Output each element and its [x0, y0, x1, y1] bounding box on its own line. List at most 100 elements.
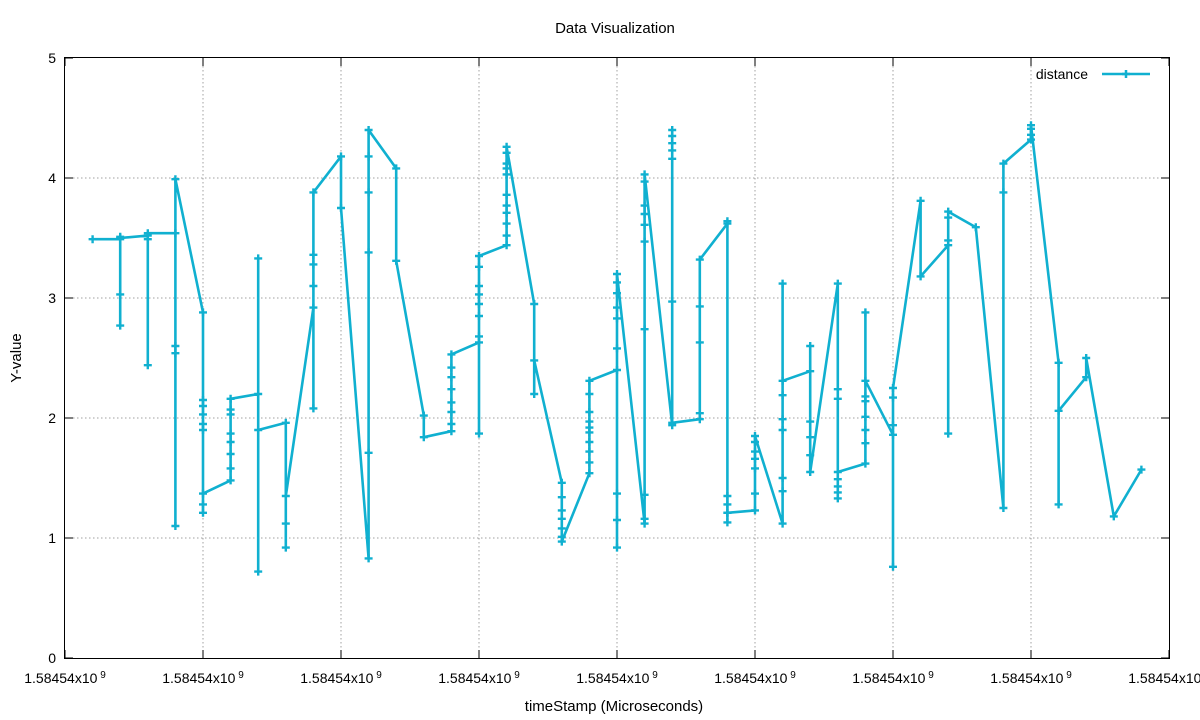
x-tick-label: 1.58454x10 9	[438, 670, 520, 686]
data-point	[640, 201, 649, 210]
y-tick-label: 3	[48, 290, 56, 306]
data-point	[861, 459, 870, 468]
data-point	[1054, 500, 1063, 509]
data-point	[833, 279, 842, 288]
legend-label-distance: distance	[1036, 66, 1088, 82]
data-point	[585, 458, 594, 467]
data-point	[613, 516, 621, 524]
data-point	[281, 519, 290, 528]
data-point	[585, 408, 594, 416]
data-point	[447, 420, 456, 428]
data-point	[502, 231, 511, 240]
data-point	[226, 405, 235, 414]
data-point	[778, 474, 787, 482]
data-point	[695, 409, 704, 418]
data-point	[199, 410, 207, 419]
data-point	[557, 524, 566, 533]
data-point	[833, 468, 842, 476]
x-tick-label: 1.58454x10 9	[1128, 670, 1200, 686]
data-point	[889, 384, 897, 392]
data-point	[778, 376, 787, 385]
data-point	[309, 404, 318, 413]
data-point	[668, 418, 677, 427]
data-point	[613, 543, 621, 552]
data-point	[530, 356, 539, 365]
data-point	[116, 234, 125, 242]
data-point	[751, 464, 759, 473]
data-point	[337, 204, 345, 212]
data-point	[171, 522, 180, 530]
data-point	[613, 278, 621, 287]
data-point	[778, 279, 787, 288]
data-point	[833, 385, 842, 394]
data-point	[640, 490, 649, 499]
data-point	[143, 229, 152, 238]
series-line-distance	[92, 123, 1143, 573]
data-point	[199, 500, 207, 509]
data-point	[833, 494, 842, 503]
data-point	[889, 562, 897, 571]
data-point	[116, 290, 125, 299]
data-point	[502, 208, 511, 217]
y-tick-label: 5	[48, 50, 56, 66]
y-tick-label: 0	[48, 650, 56, 666]
data-point	[640, 325, 649, 334]
data-point	[171, 342, 180, 350]
series-layer	[88, 121, 1146, 576]
data-point	[861, 376, 870, 385]
data-point	[640, 170, 649, 179]
data-point	[695, 338, 704, 347]
data-point	[944, 236, 953, 245]
data-point	[226, 429, 235, 438]
x-tick-label: 1.58454x10 9	[576, 670, 658, 686]
data-point	[613, 366, 621, 374]
data-point	[916, 196, 925, 205]
data-point	[171, 175, 180, 184]
data-point	[475, 332, 483, 341]
chart-title: Data Visualization	[555, 20, 675, 37]
data-point	[226, 476, 235, 485]
data-point	[695, 255, 704, 264]
data-point	[751, 506, 759, 515]
data-point	[447, 408, 456, 416]
data-point	[309, 282, 318, 290]
data-point	[1027, 121, 1035, 130]
data-point	[585, 417, 594, 426]
data-point	[640, 177, 649, 186]
data-point	[447, 398, 456, 407]
data-point	[116, 321, 125, 330]
data-point	[199, 402, 207, 410]
data-point	[281, 543, 290, 552]
data-point	[364, 448, 373, 457]
data-point	[502, 219, 511, 228]
data-point	[1082, 373, 1091, 382]
legend-marker-distance	[1122, 70, 1130, 78]
data-point	[889, 421, 897, 430]
data-point	[889, 430, 897, 439]
data-point	[751, 489, 759, 498]
data-point	[364, 126, 373, 134]
data-point	[640, 237, 649, 246]
data-point	[916, 272, 925, 281]
data-point	[392, 164, 401, 173]
x-tick-label: 1.58454x10 9	[300, 670, 382, 686]
data-point	[392, 256, 401, 265]
data-point	[613, 270, 621, 278]
data-point	[557, 537, 566, 546]
data-point	[557, 514, 566, 523]
data-point	[861, 439, 870, 448]
data-point	[1054, 406, 1063, 415]
data-point	[640, 514, 649, 523]
data-point	[751, 447, 759, 456]
data-point	[199, 508, 207, 517]
data-point	[475, 252, 483, 260]
data-point	[723, 492, 732, 500]
data-point	[226, 438, 235, 446]
data-point	[281, 492, 290, 500]
data-point	[806, 468, 815, 476]
data-point	[806, 367, 815, 376]
data-point	[557, 506, 566, 515]
data-point	[419, 411, 428, 420]
data-point	[475, 262, 483, 271]
